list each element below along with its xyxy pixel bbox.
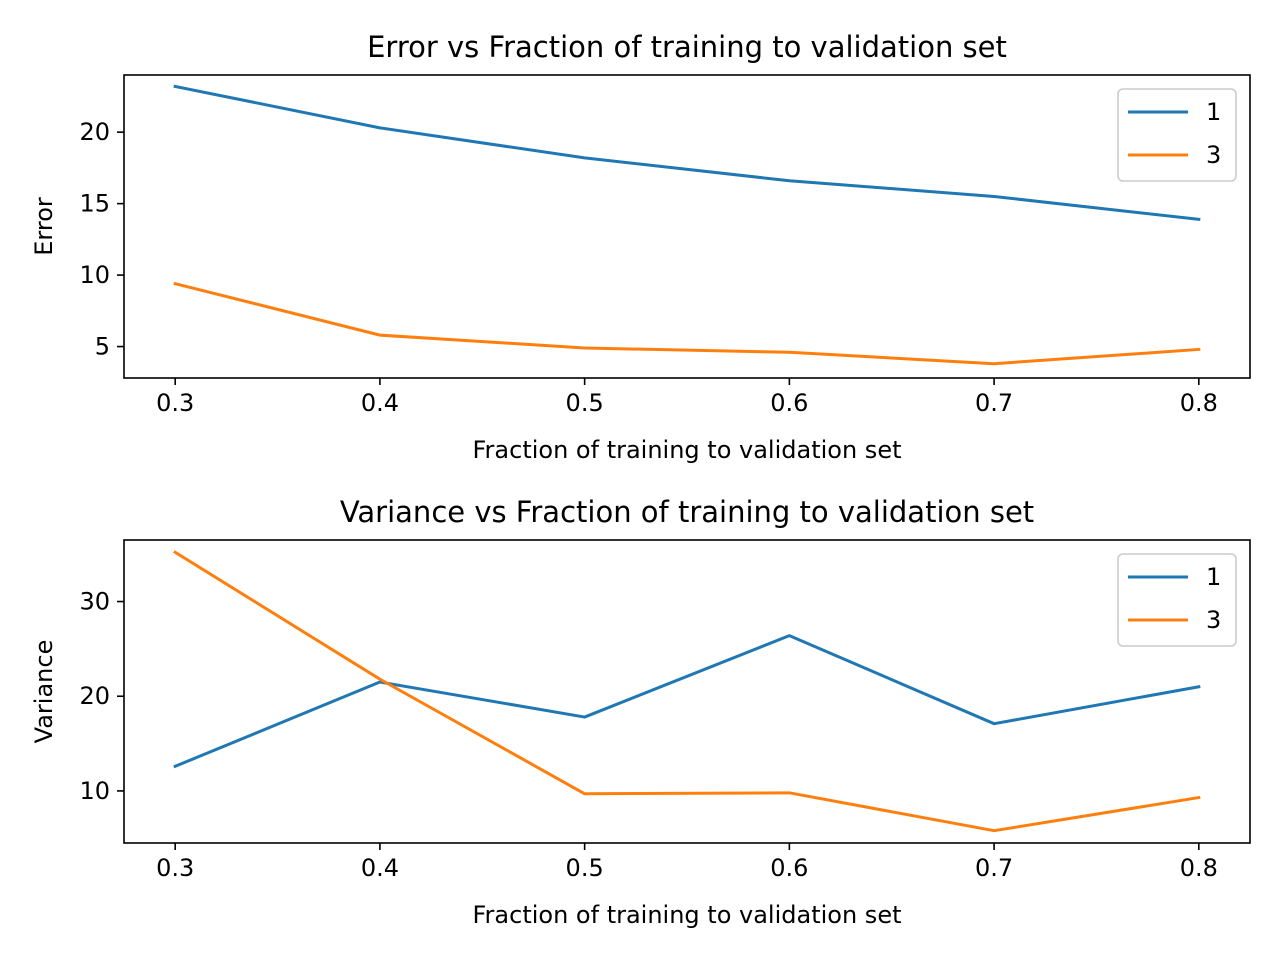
y-tick-label: 10: [79, 261, 110, 289]
x-tick-label: 0.6: [770, 854, 808, 882]
series-line-3: [173, 550, 1201, 833]
subplot-1: Error vs Fraction of training to validat…: [30, 30, 1251, 464]
x-tick-label: 0.7: [975, 854, 1013, 882]
subplot-2: Variance vs Fraction of training to vali…: [30, 495, 1251, 929]
plot-frame: [123, 539, 1251, 844]
legend: 13: [1117, 88, 1237, 182]
y-axis-label: Error: [30, 197, 58, 256]
x-tick-label: 0.5: [566, 389, 604, 417]
legend-label-1: 1: [1206, 98, 1221, 126]
x-tick-label: 0.6: [770, 389, 808, 417]
series-line-1: [173, 84, 1201, 222]
y-tick-label: 30: [79, 588, 110, 616]
x-tick-label: 0.8: [1180, 389, 1218, 417]
chart-title: Variance vs Fraction of training to vali…: [340, 495, 1034, 529]
legend-label-3: 3: [1206, 606, 1221, 634]
y-tick-label: 15: [79, 190, 110, 218]
x-tick-label: 0.8: [1180, 854, 1218, 882]
legend-label-1: 1: [1206, 563, 1221, 591]
x-axis-label: Fraction of training to validation set: [473, 436, 902, 464]
y-tick-label: 10: [79, 777, 110, 805]
x-tick-label: 0.4: [361, 389, 399, 417]
x-tick-label: 0.7: [975, 389, 1013, 417]
plot-frame: [123, 74, 1251, 379]
x-tick-label: 0.5: [566, 854, 604, 882]
x-tick-label: 0.3: [156, 389, 194, 417]
x-axis-label: Fraction of training to validation set: [473, 901, 902, 929]
series-line-3: [173, 281, 1201, 366]
legend-label-3: 3: [1206, 141, 1221, 169]
x-tick-label: 0.4: [361, 854, 399, 882]
chart-title: Error vs Fraction of training to validat…: [367, 30, 1007, 64]
legend: 13: [1117, 553, 1237, 647]
series-line-1: [173, 634, 1201, 769]
y-tick-label: 5: [95, 333, 110, 361]
y-tick-label: 20: [79, 118, 110, 146]
x-tick-label: 0.3: [156, 854, 194, 882]
y-axis-label: Variance: [30, 640, 58, 744]
y-tick-label: 20: [79, 682, 110, 710]
